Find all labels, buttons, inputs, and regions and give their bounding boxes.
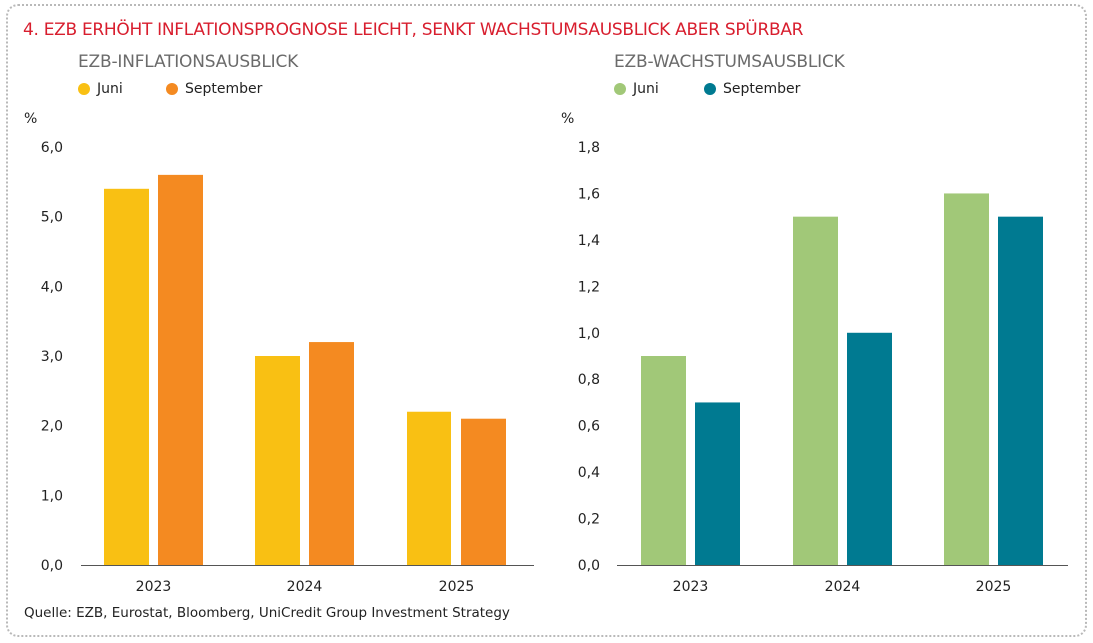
x-tick-label: 2023 [136,579,172,595]
figure-frame [6,4,1087,637]
inflation-chart-title: EZB-INFLATIONSAUSBLICK [78,52,299,72]
source-note: Quelle: EZB, Eurostat, Bloomberg, UniCre… [24,605,510,621]
y-tick-label: 0,2 [578,512,600,528]
figure-title: 4. EZB ERHÖHT INFLATIONSPROGNOSE LEICHT,… [23,20,804,40]
y-tick-label: 2,0 [41,419,63,435]
legend-item-juni: Juni [78,81,123,97]
legend-item-juni: Juni [614,81,659,97]
legend-label: Juni [633,81,659,97]
growth-legend: Juni September [614,81,914,101]
y-tick-label: 0,8 [578,372,600,388]
legend-item-september: September [166,81,262,97]
y-tick-label: 0,0 [41,558,63,574]
legend-label: September [723,81,801,97]
y-tick-label: 1,4 [578,233,600,249]
growth-chart-title: EZB-WACHSTUMSAUSBLICK [614,52,845,72]
bar-september-2023 [695,402,740,565]
bar-september-2024 [309,342,354,565]
x-tick-label: 2025 [976,579,1012,595]
x-tick-label: 2023 [673,579,709,595]
x-tick-label: 2024 [287,579,323,595]
y-tick-label: 0,4 [578,465,600,481]
legend-swatch [166,83,178,95]
legend-swatch [78,83,90,95]
legend-swatch [704,83,716,95]
y-tick-label: 5,0 [41,210,63,226]
inflation-unit-label: % [24,111,38,127]
legend-label: Juni [97,81,123,97]
y-tick-label: 1,2 [578,279,600,295]
y-tick-label: 6,0 [41,140,63,156]
x-tick-label: 2024 [825,579,861,595]
y-tick-label: 1,0 [41,488,63,504]
x-tick-label: 2025 [439,579,475,595]
inflation-legend: Juni September [78,81,378,101]
bar-september-2025 [461,418,506,565]
y-tick-label: 1,8 [578,140,600,156]
y-tick-label: 3,0 [41,349,63,365]
legend-item-september: September [704,81,800,97]
bar-juni-2023 [104,188,149,566]
y-tick-label: 0,6 [578,419,600,435]
bar-juni-2023 [641,356,686,565]
bar-september-2024 [847,332,892,565]
bar-juni-2024 [255,356,300,565]
bar-juni-2025 [407,411,451,565]
bar-juni-2024 [793,216,838,565]
bar-september-2025 [998,216,1043,565]
y-tick-label: 1,6 [578,186,600,202]
legend-label: September [185,81,263,97]
growth-unit-label: % [561,111,575,127]
y-tick-label: 0,0 [578,558,600,574]
bar-september-2023 [158,174,203,565]
y-tick-label: 4,0 [41,279,63,295]
y-tick-label: 1,0 [578,326,600,342]
bar-juni-2025 [944,193,989,565]
legend-swatch [614,83,626,95]
